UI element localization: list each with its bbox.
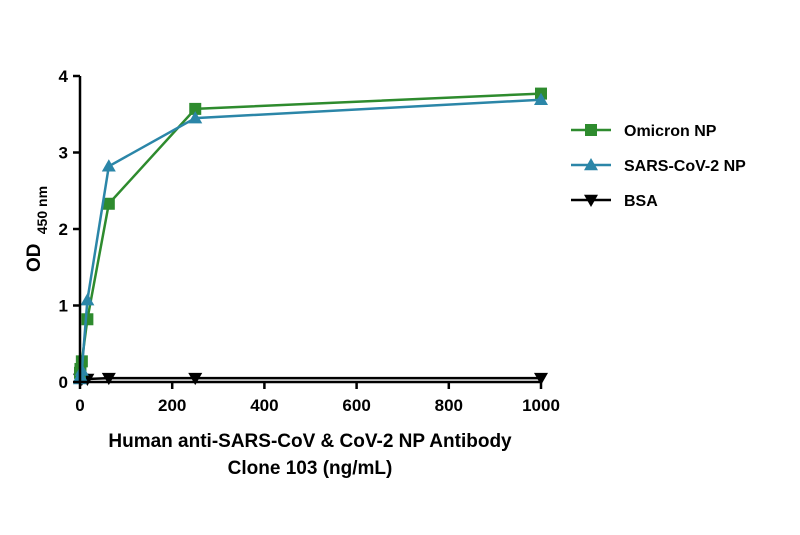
plot-area (73, 87, 548, 386)
legend-swatch-marker (584, 194, 598, 207)
legend-item-sars-cov-2-np: SARS-CoV-2 NP (571, 158, 746, 175)
data-point-sars-cov-2-np (534, 92, 548, 105)
series-sars-cov-2-np (73, 92, 548, 385)
series-line-bsa (80, 376, 541, 381)
x-axis-title-line-1: Human anti-SARS-CoV & CoV-2 NP Antibody (108, 431, 512, 452)
legend-swatch-marker (585, 124, 597, 136)
legend-label: Omicron NP (624, 123, 717, 140)
y-tick-label: 0 (59, 373, 68, 392)
legend-swatch-marker (584, 158, 598, 171)
x-tick-label: 600 (342, 396, 370, 415)
y-tick-label: 4 (59, 67, 69, 86)
data-point-sars-cov-2-np (101, 159, 116, 172)
data-point-omicron-np (189, 102, 202, 115)
series-bsa (73, 372, 548, 386)
legend-label: BSA (624, 193, 658, 210)
x-tick-label: 400 (250, 396, 278, 415)
data-point-sars-cov-2-np (188, 111, 203, 124)
y-axis-title: OD 450 nm (24, 186, 50, 272)
y-axis-title-sub: 450 nm (34, 186, 50, 234)
data-point-sars-cov-2-np (74, 363, 89, 376)
data-point-bsa (188, 372, 203, 386)
x-axis-title-line-2: Clone 103 (ng/mL) (228, 458, 393, 479)
y-tick-label: 2 (59, 220, 68, 239)
y-ticks: 0 1 2 3 4 (59, 67, 80, 392)
series-line-omicron-np (78, 92, 542, 373)
x-tick-label: 800 (435, 396, 463, 415)
x-ticks: 0 200 400 600 800 1000 (75, 382, 560, 415)
legend: Omicron NP SARS-CoV-2 NP BSA (571, 123, 746, 210)
data-point-omicron-np (102, 197, 115, 210)
data-point-omicron-np (81, 313, 94, 326)
legend-item-bsa: BSA (571, 193, 658, 210)
series-omicron-np (74, 87, 547, 379)
data-point-sars-cov-2-np (80, 293, 95, 306)
y-axis-title-main: OD (24, 244, 45, 273)
x-tick-label: 0 (75, 396, 84, 415)
x-tick-label: 200 (158, 396, 186, 415)
y-tick-label: 1 (59, 297, 68, 316)
legend-label: SARS-CoV-2 NP (624, 158, 746, 175)
legend-item-omicron-np: Omicron NP (571, 123, 717, 140)
x-tick-label: 1000 (522, 396, 560, 415)
series-line-sars-cov-2-np (78, 98, 542, 380)
y-tick-label: 3 (59, 144, 68, 163)
data-point-bsa (101, 372, 116, 386)
data-point-bsa (534, 372, 548, 386)
